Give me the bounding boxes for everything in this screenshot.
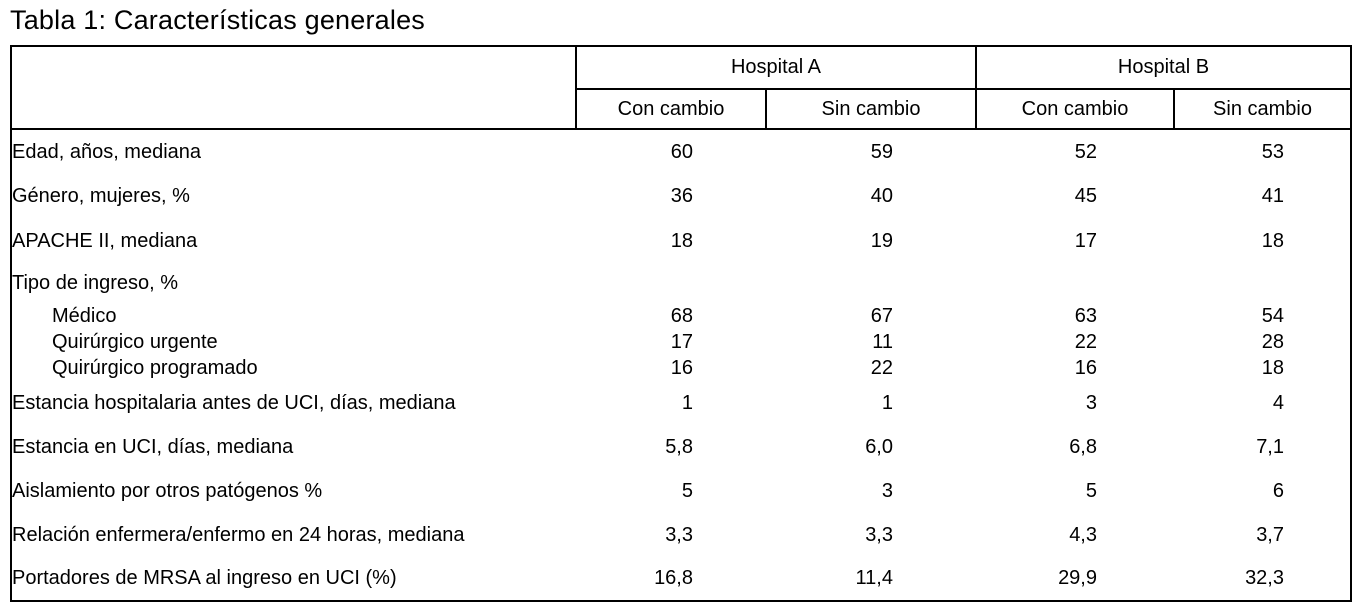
cell-value: 1	[681, 391, 693, 414]
table-row: Quirúrgico urgente 17 11 22 28	[11, 329, 1351, 355]
characteristics-table: Hospital A Hospital B Con cambio Sin cam…	[10, 45, 1352, 602]
col-group-hospital-a: Hospital A	[576, 46, 977, 90]
table-row: Médico 68 67 63 54	[11, 303, 1351, 329]
cell-value: 3	[1085, 391, 1097, 414]
row-label: Quirúrgico programado	[52, 356, 258, 379]
cell-value: 60	[670, 140, 693, 163]
header-row-groups: Hospital A Hospital B	[11, 46, 1351, 130]
cell-value: 18	[1261, 229, 1284, 252]
cell-value: 41	[1261, 185, 1284, 207]
cell-value: 3,3	[665, 523, 693, 546]
cell-value: 11	[872, 330, 893, 353]
cell-value: 59	[870, 140, 893, 163]
cell-value: 18	[670, 229, 693, 252]
table-row: Estancia hospitalaria antes de UCI, días…	[11, 381, 1351, 425]
cell-value: 29,9	[1058, 567, 1097, 589]
table-header: Hospital A Hospital B Con cambio Sin cam…	[11, 46, 1351, 130]
table-row: Portadores de MRSA al ingreso en UCI (%)…	[11, 557, 1351, 601]
row-label: APACHE II, mediana	[12, 229, 198, 252]
row-label: Aislamiento por otros patógenos %	[12, 479, 323, 502]
cell-value: 52	[1074, 140, 1097, 163]
cell-value: 54	[1261, 304, 1284, 327]
col-group-hospital-b: Hospital B	[976, 46, 1351, 90]
row-label: Quirúrgico urgente	[52, 330, 218, 353]
cell-value: 32,3	[1245, 567, 1284, 589]
row-label: Médico	[52, 304, 117, 327]
cell-value: 68	[670, 304, 693, 327]
table-row: Edad, años, mediana 60 59 52 53	[11, 129, 1351, 174]
cell-value: 7,1	[1256, 435, 1284, 458]
table-row: Aislamiento por otros patógenos % 5 3 5 …	[11, 469, 1351, 513]
table-row: Quirúrgico programado 16 22 16 18	[11, 355, 1351, 381]
cell-value: 16,8	[654, 567, 693, 589]
cell-value: 6	[1272, 479, 1284, 502]
header-row-subgroups: Con cambio Sin cambio Con cambio Sin cam…	[11, 89, 1351, 130]
table-row: Estancia en UCI, días, mediana 5,8 6,0 6…	[11, 425, 1351, 469]
table-row: Género, mujeres, % 36 40 45 41	[11, 174, 1351, 219]
table-row: Relación enfermera/enfermo en 24 horas, …	[11, 513, 1351, 557]
row-label: Relación enfermera/enfermo en 24 horas, …	[12, 523, 465, 546]
row-label: Tipo de ingreso, %	[12, 271, 179, 294]
subheader-hospital-b-sin-cambio: Sin cambio	[1174, 89, 1351, 130]
header-corner-cell	[11, 46, 577, 130]
cell-value: 5	[1085, 479, 1097, 502]
cell-value: 40	[870, 185, 893, 207]
row-label: Edad, años, mediana	[12, 140, 202, 163]
cell-value: 3	[881, 479, 893, 502]
subheader-hospital-a-con-cambio: Con cambio	[576, 89, 767, 130]
cell-value: 36	[670, 185, 693, 207]
cell-value: 45	[1074, 185, 1097, 207]
table-row: APACHE II, mediana 18 19 17 18	[11, 219, 1351, 263]
table-row-group-header: Tipo de ingreso, %	[11, 263, 1351, 303]
cell-value: 19	[870, 229, 893, 252]
cell-value: 4	[1272, 391, 1284, 414]
cell-value: 4,3	[1069, 523, 1097, 546]
table-title: Tabla 1: Características generales	[10, 5, 426, 35]
cell-value: 17	[1074, 229, 1097, 252]
cell-value: 5	[681, 479, 693, 502]
cell-value: 67	[870, 304, 893, 327]
cell-value: 5,8	[665, 435, 693, 458]
cell-value: 18	[1261, 356, 1284, 379]
row-label: Portadores de MRSA al ingreso en UCI (%)	[12, 567, 397, 589]
cell-value: 63	[1074, 304, 1097, 327]
cell-value: 17	[670, 330, 693, 353]
cell-value: 1	[881, 391, 893, 414]
cell-value: 28	[1261, 330, 1284, 353]
cell-value: 6,0	[865, 435, 893, 458]
subheader-hospital-b-con-cambio: Con cambio	[976, 89, 1175, 130]
cell-value: 53	[1261, 140, 1284, 163]
cell-value: 16	[670, 356, 693, 379]
cell-value: 22	[1074, 330, 1097, 353]
cell-value: 3,3	[865, 523, 893, 546]
cell-value: 16	[1074, 356, 1097, 379]
subheader-hospital-a-sin-cambio: Sin cambio	[766, 89, 977, 130]
table-body: Edad, años, mediana 60 59 52 53 Género, …	[11, 129, 1351, 601]
cell-value: 22	[870, 356, 893, 379]
cell-value: 11,4	[855, 567, 893, 589]
row-label: Género, mujeres, %	[12, 185, 190, 207]
row-label: Estancia hospitalaria antes de UCI, días…	[12, 391, 456, 414]
row-label: Estancia en UCI, días, mediana	[12, 435, 294, 458]
cell-value: 6,8	[1069, 435, 1097, 458]
cell-value: 3,7	[1256, 523, 1284, 546]
